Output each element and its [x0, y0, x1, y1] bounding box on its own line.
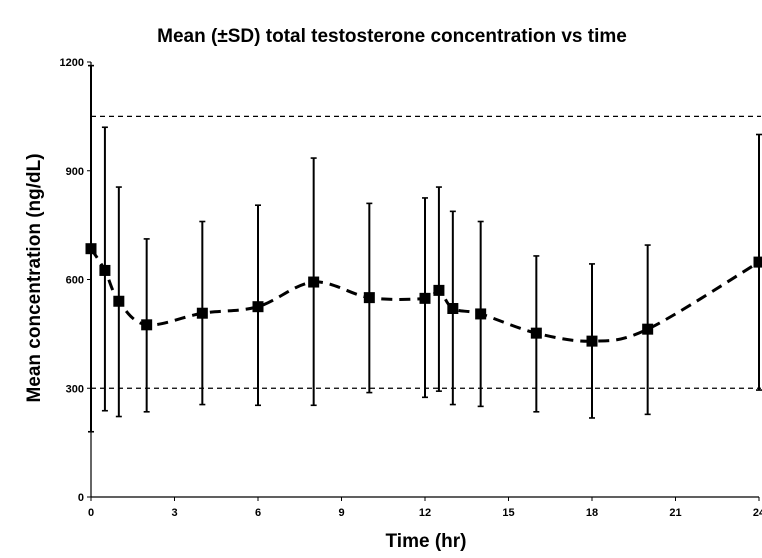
x-tick-label: 24 [753, 507, 762, 519]
x-tick-label: 18 [586, 507, 598, 519]
markers [85, 243, 762, 347]
x-axis-label: Time (hr) [386, 531, 467, 552]
error-bars [88, 64, 762, 433]
x-tick-label: 6 [255, 507, 261, 519]
y-tick-label: 1200 [60, 57, 84, 69]
data-point-marker [433, 284, 445, 296]
data-point-marker [475, 308, 487, 320]
x-tick-label: 3 [171, 507, 177, 519]
data-point-marker [252, 301, 264, 313]
ticks: 0 300 600 900 1200 0 3 6 9 12 15 18 21 24 [60, 57, 762, 519]
data-point-marker [141, 319, 153, 331]
data-point-marker [586, 335, 598, 347]
data-point-marker [753, 256, 762, 268]
data-point-marker [419, 292, 431, 304]
y-axis-label: Mean concentration (ng/dL) [24, 153, 45, 402]
data-point-marker [85, 243, 97, 255]
data-point-marker [99, 264, 111, 276]
chart-title: Mean (±SD) total testosterone concentrat… [157, 26, 627, 47]
data-point-marker [530, 327, 542, 339]
y-tick-label: 900 [66, 166, 84, 178]
data-point-marker [642, 323, 654, 335]
x-tick-label: 9 [338, 507, 344, 519]
x-tick-label: 21 [669, 507, 681, 519]
x-tick-label: 15 [502, 507, 514, 519]
x-tick-label: 0 [88, 507, 94, 519]
y-tick-label: 600 [66, 275, 84, 287]
data-point-marker [113, 295, 125, 307]
data-point-marker [196, 307, 208, 319]
x-tick-label: 12 [419, 507, 431, 519]
data-point-marker [447, 303, 459, 314]
data-point-marker [308, 276, 320, 288]
data-point-marker [363, 292, 375, 304]
y-tick-label: 0 [78, 492, 84, 504]
y-tick-label: 300 [66, 383, 84, 395]
